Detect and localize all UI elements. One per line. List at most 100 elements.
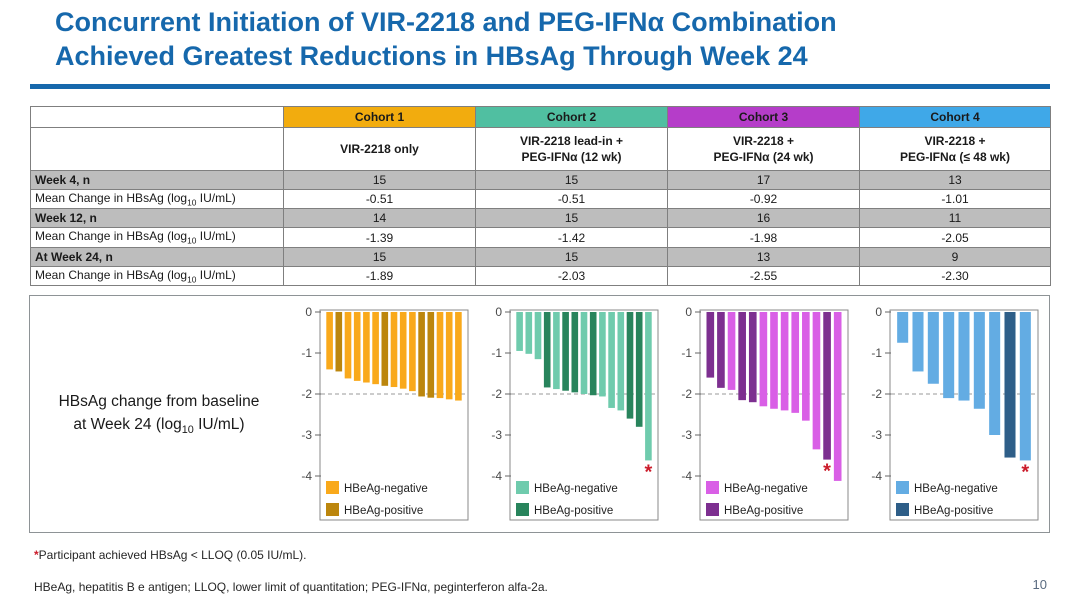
bar-pos bbox=[427, 312, 435, 398]
legend-label-negative: HBeAg-negative bbox=[344, 483, 428, 495]
bar-pos bbox=[823, 312, 831, 460]
title-line-1: Concurrent Initiation of VIR-2218 and PE… bbox=[55, 7, 837, 37]
table-row: Week 4, n 15 15 17 13 bbox=[30, 170, 1051, 190]
bar-neg bbox=[943, 312, 955, 399]
legend-swatch-negative bbox=[896, 481, 909, 494]
cell-value: -1.89 bbox=[283, 265, 476, 287]
cohort-header-4: Cohort 4 bbox=[859, 106, 1051, 128]
y-tick-label: -4 bbox=[491, 469, 502, 483]
cell-value: 13 bbox=[667, 246, 860, 267]
bar-neg bbox=[958, 312, 970, 401]
row-label-n: Week 12, n bbox=[30, 208, 284, 229]
title-line-2: Achieved Greatest Reductions in HBsAg Th… bbox=[55, 40, 808, 71]
bar-neg bbox=[791, 312, 800, 413]
waterfall-chart-cohort-1: 0 -1 -2 -3 -4 HBeAg-negative HBeAg-positive bbox=[301, 305, 469, 521]
treatment-cell-3: VIR-2218 + PEG-IFNα (24 wk) bbox=[667, 127, 860, 171]
plot-box bbox=[699, 309, 849, 521]
y-tick-label: -3 bbox=[681, 428, 692, 442]
cell-value: -1.42 bbox=[475, 227, 668, 248]
cohort-results-table: Cohort 1 Cohort 2 Cohort 3 Cohort 4 VIR-2218… bbox=[30, 106, 1051, 287]
y-tick-label: -4 bbox=[301, 469, 312, 483]
bar-neg bbox=[802, 312, 810, 421]
bar-pos bbox=[335, 312, 343, 372]
legend-swatch-positive bbox=[516, 503, 529, 516]
cell-value: -1.98 bbox=[667, 227, 860, 248]
y-tick-label: -4 bbox=[681, 469, 692, 483]
legend-swatch-positive bbox=[706, 503, 719, 516]
bar-neg bbox=[927, 312, 939, 384]
cohort-header-3: Cohort 3 bbox=[667, 106, 860, 128]
waterfall-chart-cohort-4: 0 -1 -2 -3 -4 * HBeAg-negative HBeAg-positive bbox=[871, 305, 1039, 521]
y-tick-label: -1 bbox=[491, 346, 502, 360]
bar-neg bbox=[912, 312, 924, 372]
cohort-header-1: Cohort 1 bbox=[283, 106, 476, 128]
cell-value: 15 bbox=[475, 208, 668, 229]
bar-pos bbox=[571, 312, 579, 393]
row-label-mean: Mean Change in HBsAg (log10 IU/mL) bbox=[30, 265, 284, 287]
legend-label-negative: HBeAg-negative bbox=[724, 483, 808, 495]
bar-neg bbox=[599, 312, 606, 397]
lloq-asterisk-icon: * bbox=[823, 461, 831, 483]
bar-neg bbox=[770, 312, 778, 409]
bar-neg bbox=[455, 312, 462, 401]
legend-label-positive: HBeAg-positive bbox=[534, 505, 613, 517]
title-divider bbox=[30, 84, 1050, 89]
y-tick-label: -1 bbox=[681, 346, 692, 360]
bar-pos bbox=[748, 312, 757, 403]
cell-value: 15 bbox=[283, 246, 476, 267]
y-tick-label: -1 bbox=[871, 346, 882, 360]
cell-value: 15 bbox=[475, 170, 668, 190]
table-row: At Week 24, n 15 15 13 9 bbox=[30, 246, 1051, 267]
y-tick-label: -3 bbox=[871, 428, 882, 442]
y-tick-label: -2 bbox=[301, 387, 312, 401]
bar-neg bbox=[326, 312, 333, 370]
bar-neg bbox=[608, 312, 615, 408]
bar-neg bbox=[645, 312, 652, 461]
y-tick-label: -3 bbox=[301, 428, 312, 442]
cell-value: -2.03 bbox=[475, 265, 668, 287]
treatment-cell-4: VIR-2218 + PEG-IFNα (≤ 48 wk) bbox=[859, 127, 1051, 171]
y-tick-label: -2 bbox=[491, 387, 502, 401]
bar-neg bbox=[973, 312, 985, 409]
charts-row: 0 -1 -2 -3 -4 HBeAg-negative HBeAg-positive 0 -1… bbox=[288, 300, 1054, 528]
bar-pos bbox=[543, 312, 551, 388]
cell-value: 16 bbox=[667, 208, 860, 229]
cell-value: 11 bbox=[859, 208, 1051, 229]
cell-value: -0.51 bbox=[283, 188, 476, 210]
y-tick-label: 0 bbox=[305, 305, 312, 319]
bar-pos bbox=[562, 312, 569, 391]
y-tick-label: -2 bbox=[681, 387, 692, 401]
row-label-mean: Mean Change in HBsAg (log10 IU/mL) bbox=[30, 227, 284, 248]
lloq-asterisk-icon: * bbox=[1021, 461, 1029, 483]
bar-neg bbox=[553, 312, 560, 390]
y-tick-label: 0 bbox=[875, 305, 882, 319]
table-row: Mean Change in HBsAg (log10 IU/mL) -0.51 -… bbox=[30, 188, 1051, 210]
bar-neg bbox=[372, 312, 379, 385]
cell-value: 14 bbox=[283, 208, 476, 229]
lloq-asterisk-icon: * bbox=[645, 461, 653, 483]
cell-value: -1.01 bbox=[859, 188, 1051, 210]
y-tick-label: -4 bbox=[871, 469, 882, 483]
bar-neg bbox=[363, 312, 370, 383]
legend-swatch-positive bbox=[326, 503, 339, 516]
cell-value: 9 bbox=[859, 246, 1051, 267]
cell-value: -1.39 bbox=[283, 227, 476, 248]
cell-value: -2.05 bbox=[859, 227, 1051, 248]
cell-value: -2.55 bbox=[667, 265, 860, 287]
page-title: Concurrent Initiation of VIR-2218 and PE… bbox=[55, 6, 1045, 74]
bar-pos bbox=[706, 312, 715, 378]
bar-neg bbox=[516, 312, 523, 351]
bar-neg bbox=[897, 312, 909, 343]
y-tick-label: -2 bbox=[871, 387, 882, 401]
bar-neg bbox=[525, 312, 533, 354]
footnote-lloq-text: Participant achieved HBsAg < LLOQ (0.05 … bbox=[38, 548, 307, 562]
row-label-mean: Mean Change in HBsAg (log10 IU/mL) bbox=[30, 188, 284, 210]
waterfall-charts-panel: HBsAg change from baseline at Week 24 (l… bbox=[29, 295, 1050, 533]
bar-neg bbox=[344, 312, 352, 379]
row-label-n: Week 4, n bbox=[30, 170, 284, 190]
charts-axis-label-line-1: HBsAg change from baseline bbox=[58, 392, 260, 410]
bar-neg bbox=[812, 312, 821, 450]
row-label-n: At Week 24, n bbox=[30, 246, 284, 267]
bar-neg bbox=[390, 312, 398, 388]
y-tick-label: -3 bbox=[491, 428, 502, 442]
